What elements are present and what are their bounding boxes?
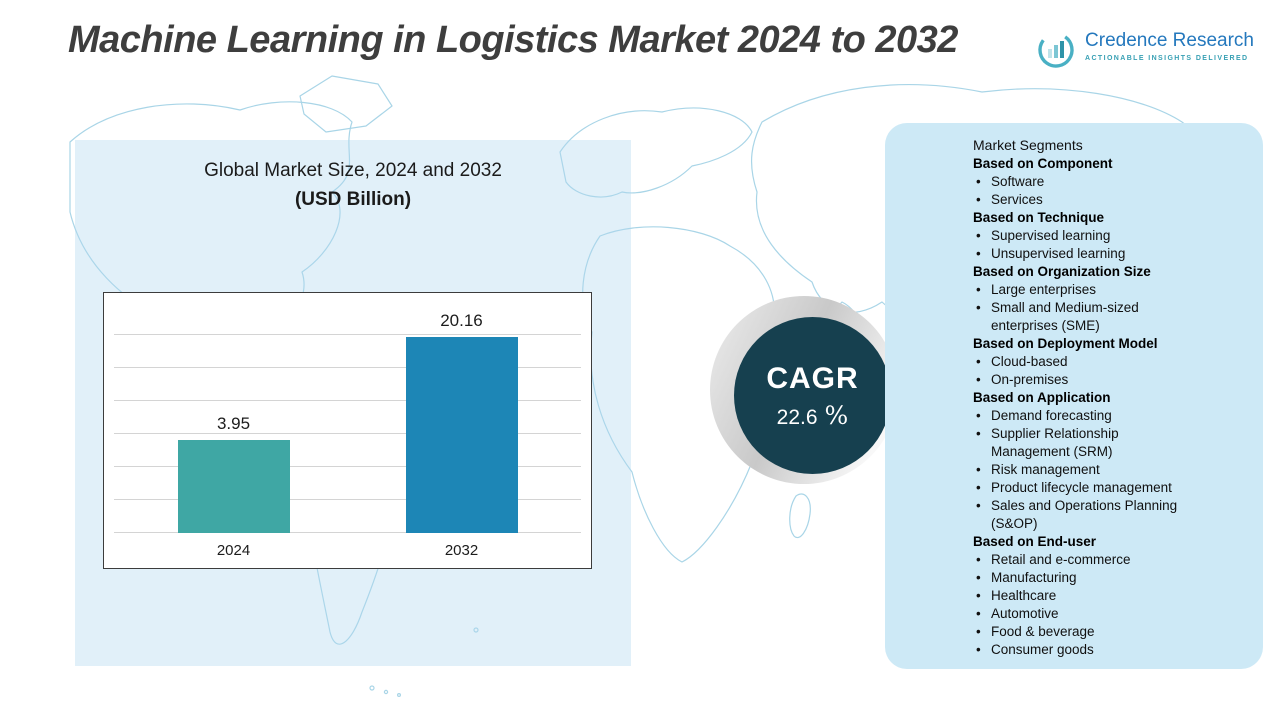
- market-segments-panel: Market Segments Based on Component Softwa…: [885, 123, 1263, 669]
- segment-group-label: Based on Component: [973, 156, 1113, 171]
- bar-2032: [405, 337, 518, 533]
- segment-items: Large enterprisesSmall and Medium-sized …: [973, 281, 1249, 335]
- bar-value: 3.95: [216, 414, 251, 433]
- page-title: Machine Learning in Logistics Market 202…: [68, 19, 958, 61]
- cagr-badge: CAGR 22.6 %: [734, 317, 891, 474]
- logo-icon: [1038, 32, 1074, 68]
- gridline: [114, 433, 581, 434]
- bar-label: 2024: [216, 542, 251, 559]
- chart-heading: Global Market Size, 2024 and 2032 (USD B…: [75, 160, 631, 211]
- segment-item: Demand forecasting: [973, 407, 1201, 425]
- segment-item: Automotive: [973, 605, 1201, 623]
- bar-value: 20.16: [440, 311, 483, 330]
- segment-item: Software: [973, 173, 1201, 191]
- segment-item: Sales and Operations Planning (S&OP): [973, 497, 1201, 533]
- gridline: [114, 532, 581, 533]
- percent-sign: %: [824, 400, 849, 430]
- segment-group-label: Based on Organization Size: [973, 264, 1151, 279]
- market-size-panel: Global Market Size, 2024 and 2032 (USD B…: [75, 140, 631, 666]
- segment-item: Supervised learning: [973, 227, 1201, 245]
- bar-group-2032: 20.16 2032: [405, 311, 518, 568]
- segment-items: Retail and e-commerceManufacturingHealth…: [973, 551, 1249, 659]
- gridline: [114, 466, 581, 467]
- chart-bars: 3.95 2024 20.16 2032: [104, 293, 591, 568]
- segment-item: Consumer goods: [973, 641, 1201, 659]
- segment-item: Healthcare: [973, 587, 1201, 605]
- segment-items: SoftwareServices: [973, 173, 1249, 209]
- credence-research-logo: Credence Research ACTIONABLE INSIGHTS DE…: [1036, 30, 1254, 70]
- cagr-value-number: 22.6: [776, 405, 818, 429]
- segment-item: Manufacturing: [973, 569, 1201, 587]
- logo-text: Credence Research ACTIONABLE INSIGHTS DE…: [1085, 30, 1254, 62]
- segment-item: Cloud-based: [973, 353, 1201, 371]
- segment-group-label: Based on Application: [973, 390, 1111, 405]
- segment-item: Services: [973, 191, 1201, 209]
- cagr-value: 22.6 %: [777, 401, 849, 430]
- bar-label: 2032: [444, 542, 479, 559]
- segment-items: Cloud-basedOn-premises: [973, 353, 1249, 389]
- gridline: [114, 499, 581, 500]
- segment-item: Supplier Relationship Management (SRM): [973, 425, 1201, 461]
- segment-group-label: Based on Deployment Model: [973, 336, 1158, 351]
- cagr-label: CAGR: [766, 361, 859, 395]
- segment-item: Product lifecycle management: [973, 479, 1201, 497]
- segment-item: Large enterprises: [973, 281, 1201, 299]
- segment-items: Demand forecastingSupplier Relationship …: [973, 407, 1249, 533]
- gridline: [114, 334, 581, 335]
- bar-group-2024: 3.95 2024: [177, 414, 290, 568]
- segment-group-label: Based on Technique: [973, 210, 1105, 225]
- chart-heading-line1: Global Market Size, 2024 and 2032: [204, 160, 502, 181]
- segment-item: Food & beverage: [973, 623, 1201, 641]
- bar-chart: 3.95 2024 20.16 2032: [103, 292, 592, 569]
- segments-heading: Market Segments: [973, 137, 1083, 153]
- segment-item: Risk management: [973, 461, 1201, 479]
- gridline: [114, 367, 581, 368]
- segment-item: Unsupervised learning: [973, 245, 1201, 263]
- segment-items: Supervised learningUnsupervised learning: [973, 227, 1249, 263]
- segment-item: On-premises: [973, 371, 1201, 389]
- logo-tagline: ACTIONABLE INSIGHTS DELIVERED: [1085, 55, 1249, 62]
- segment-item: Small and Medium-sized enterprises (SME): [973, 299, 1201, 335]
- logo-name: Credence Research: [1085, 30, 1254, 51]
- segment-group-label: Based on End-user: [973, 534, 1097, 549]
- chart-heading-line2: (USD Billion): [294, 189, 412, 210]
- gridline: [114, 400, 581, 401]
- segments-list: Based on ComponentSoftwareServicesBased …: [973, 155, 1249, 659]
- bar-2024: [177, 440, 290, 533]
- segment-item: Retail and e-commerce: [973, 551, 1201, 569]
